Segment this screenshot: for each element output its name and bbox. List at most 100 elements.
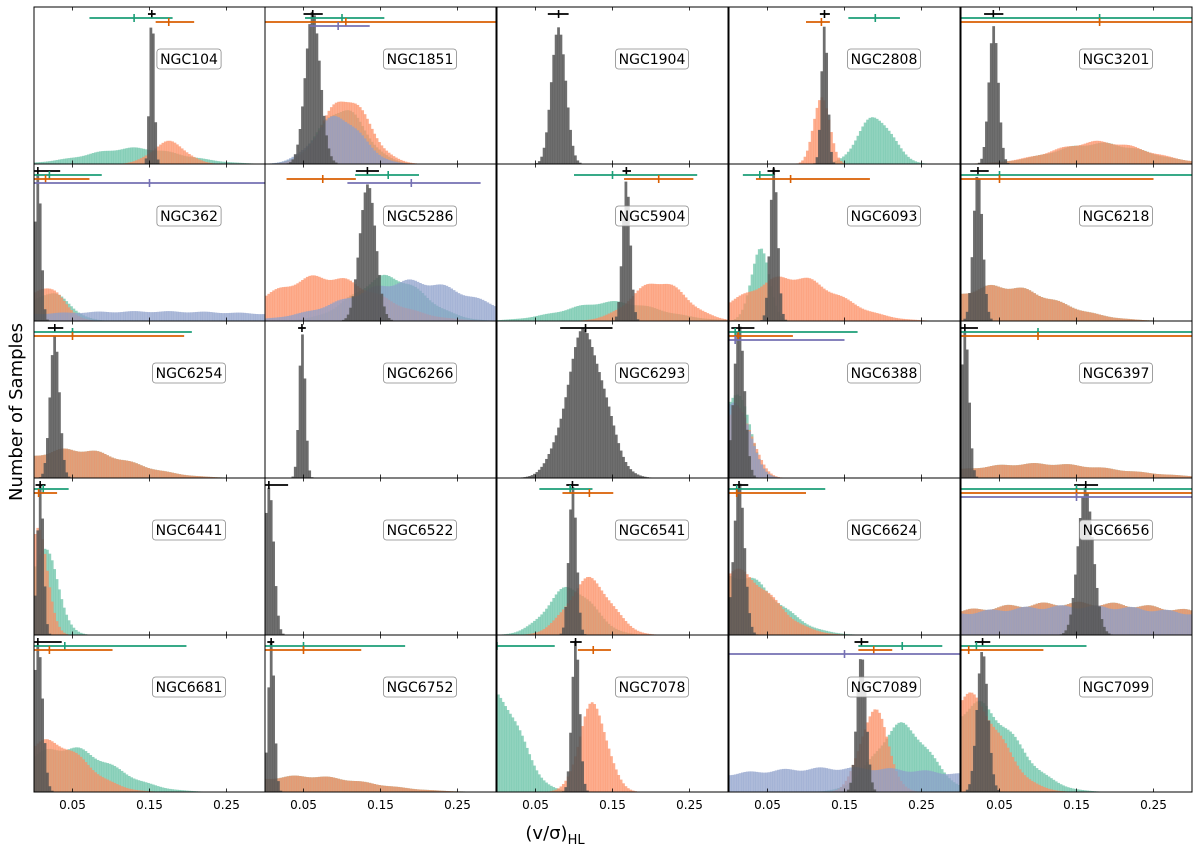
orange-histogram-bar xyxy=(86,451,90,478)
purple-histogram-bar xyxy=(265,318,268,321)
panel-ngc104: NGC104 xyxy=(33,6,266,165)
orange-histogram-bar xyxy=(103,778,107,792)
purple-histogram-bar xyxy=(281,161,285,164)
purple-histogram-bar xyxy=(91,311,95,321)
orange-histogram-bar xyxy=(1013,288,1017,321)
purple-histogram-bar xyxy=(197,311,201,321)
purple-histogram-bar xyxy=(103,311,107,321)
green-histogram-bar xyxy=(895,141,898,164)
orange-histogram-bar xyxy=(552,790,556,792)
green-histogram-bar xyxy=(1050,778,1053,792)
orange-histogram-bar xyxy=(602,593,606,635)
orange-histogram-bar xyxy=(622,783,625,792)
purple-histogram-bar xyxy=(385,286,389,321)
orange-histogram-bar xyxy=(992,726,996,792)
green-histogram-bar xyxy=(96,151,100,164)
black-histogram-bar xyxy=(1078,518,1082,635)
purple-histogram-bar xyxy=(416,281,420,321)
black-histogram-bar xyxy=(317,60,321,164)
purple-histogram-bar xyxy=(1175,612,1178,635)
purple-histogram-bar xyxy=(277,162,280,164)
orange-histogram-bar xyxy=(897,318,901,321)
orange-histogram-bar xyxy=(289,775,292,792)
orange-histogram-bar xyxy=(34,533,37,635)
orange-histogram-bar xyxy=(1009,160,1012,164)
orange-histogram-bar xyxy=(204,161,208,164)
orange-histogram-bar xyxy=(784,612,788,635)
orange-errorbar xyxy=(961,18,1192,26)
black-histogram-bar xyxy=(636,474,640,478)
orange-histogram-bar xyxy=(130,161,134,164)
orange-histogram-bar xyxy=(1035,294,1039,321)
x-tick-label: 0.05 xyxy=(986,798,1013,812)
orange-histogram-bar xyxy=(825,290,829,321)
black-histogram-bar xyxy=(578,162,582,164)
purple-histogram-bar xyxy=(846,768,850,792)
orange-histogram-bar xyxy=(528,633,532,635)
orange-histogram-bar xyxy=(1083,466,1087,478)
orange-histogram-bar xyxy=(1016,465,1020,478)
orange-histogram-bar xyxy=(190,155,194,164)
black-histogram-bar xyxy=(873,789,877,792)
black-histogram-bar xyxy=(868,764,872,792)
green-histogram-bar xyxy=(82,633,85,635)
black-histogram-bar xyxy=(549,82,553,164)
green-histogram-bar xyxy=(86,154,90,164)
black-histogram-bar xyxy=(390,319,393,321)
orange-histogram-bar xyxy=(142,790,146,792)
orange-histogram-bar xyxy=(423,789,427,792)
purple-histogram-bar xyxy=(916,770,920,792)
panel-label-box xyxy=(847,205,921,227)
purple-histogram-bar xyxy=(474,297,478,321)
orange-histogram-bar xyxy=(286,776,290,792)
purple-histogram-bar xyxy=(479,298,482,321)
orange-histogram-bar xyxy=(634,629,637,635)
orange-histogram-bar xyxy=(706,313,710,321)
purple-histogram-bar xyxy=(755,453,759,478)
orange-histogram-bar xyxy=(975,468,979,478)
green-histogram-bar xyxy=(523,627,527,635)
black-errorbar xyxy=(854,638,869,646)
panel-label-box xyxy=(156,48,222,70)
black-histogram-bar xyxy=(765,297,768,321)
black-histogram-bar xyxy=(43,463,47,478)
black-histogram-bar xyxy=(358,233,362,321)
orange-histogram-bar xyxy=(1119,144,1123,164)
black-histogram-bar xyxy=(578,612,582,635)
black-histogram-bar xyxy=(961,364,964,478)
purple-histogram-bar xyxy=(1110,608,1113,635)
orange-histogram-bar xyxy=(825,632,829,635)
purple-histogram-bar xyxy=(753,771,756,792)
orange-histogram-bar xyxy=(813,118,816,164)
black-histogram-bar xyxy=(583,329,587,478)
panel-plot-area xyxy=(518,324,652,478)
orange-histogram-bar xyxy=(308,777,312,792)
green-histogram-bar xyxy=(513,318,517,321)
panel-label-box xyxy=(1079,205,1153,227)
black-histogram-bar xyxy=(576,659,580,792)
orange-histogram-bar xyxy=(267,293,271,321)
panel-label-box xyxy=(152,362,226,384)
orange-histogram-bar xyxy=(997,464,1000,478)
purple-histogram-bar xyxy=(363,138,367,164)
purple-histogram-bar xyxy=(77,313,81,321)
orange-histogram-bar xyxy=(760,286,764,321)
black-histogram-bar xyxy=(156,159,160,164)
orange-histogram-bar xyxy=(130,789,134,792)
purple-histogram-bar xyxy=(202,311,206,321)
black-histogram-bar xyxy=(631,289,635,321)
purple-histogram-bar xyxy=(310,310,314,321)
green-histogram-bar xyxy=(593,304,597,321)
green-histogram-bar xyxy=(142,781,146,792)
green-histogram-bar xyxy=(1062,785,1065,792)
black-histogram-bar xyxy=(624,462,628,478)
black-histogram-bar xyxy=(62,459,66,478)
black-histogram-bar xyxy=(279,629,283,635)
orange-histogram-bar xyxy=(1153,153,1157,164)
purple-histogram-bar xyxy=(890,768,893,792)
black-histogram-bar xyxy=(989,318,993,321)
orange-histogram-bar xyxy=(1054,464,1058,478)
orange-histogram-bar xyxy=(1117,470,1121,478)
black-histogram-bar xyxy=(851,764,855,792)
purple-histogram-bar xyxy=(818,767,821,792)
